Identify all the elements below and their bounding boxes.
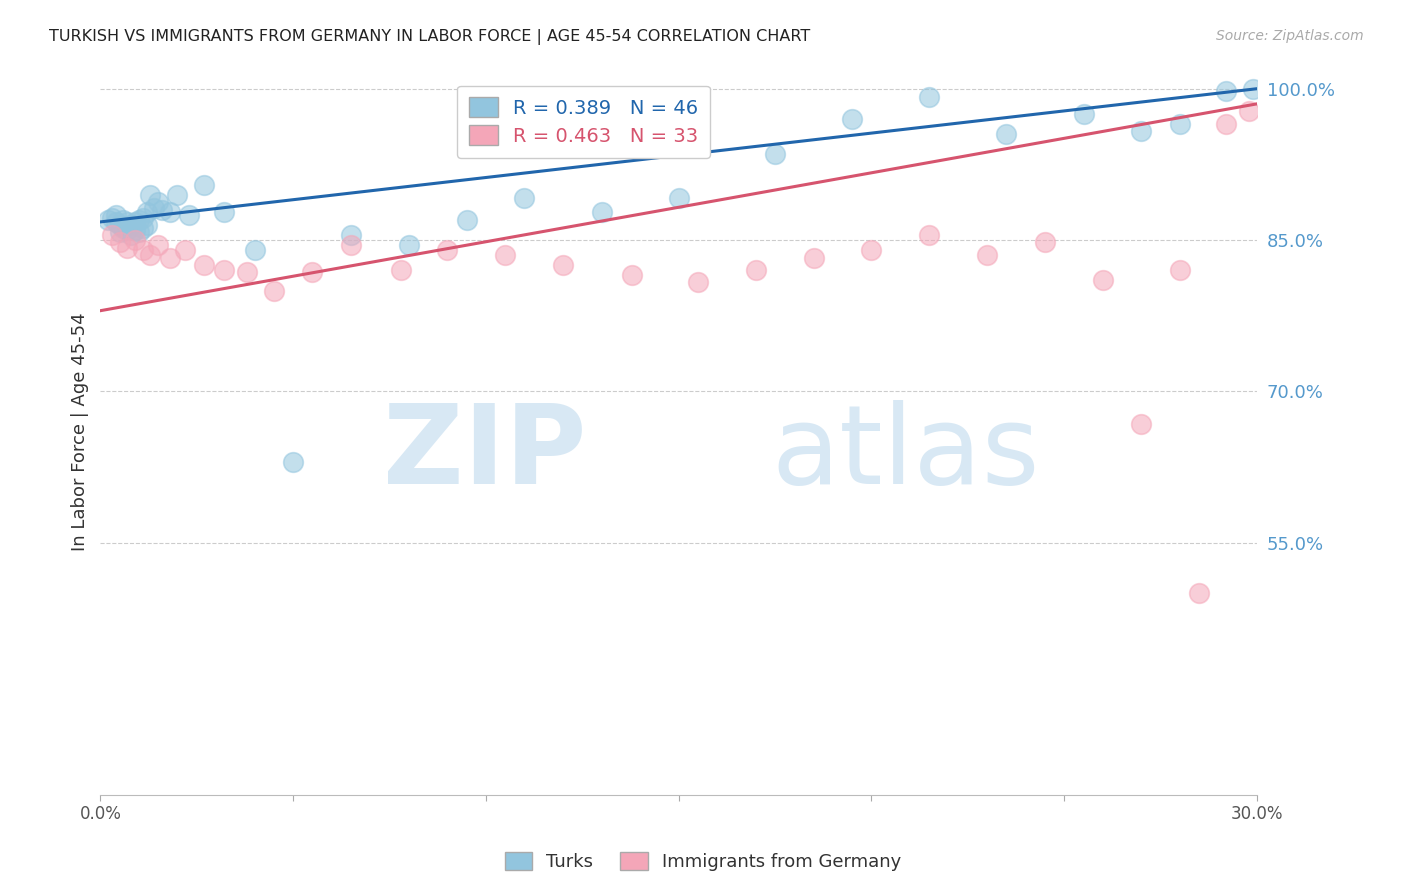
Point (263, 284, 285, 298)
Point (101, 211, 124, 225)
Point (551, 258, 574, 272)
Point (104, 215, 127, 229)
Point (120, 218, 142, 232)
Point (108, 218, 131, 232)
Legend: R = 0.389   N = 46, R = 0.463   N = 33: R = 0.389 N = 46, R = 0.463 N = 33 (457, 86, 710, 158)
Point (1168, 117, 1191, 131)
Point (143, 201, 166, 215)
Point (1033, 235, 1056, 249)
Point (236, 265, 259, 279)
Point (436, 243, 458, 257)
Point (139, 187, 162, 202)
Point (340, 238, 363, 252)
Text: TURKISH VS IMMIGRANTS FROM GERMANY IN LABOR FORCE | AGE 45-54 CORRELATION CHART: TURKISH VS IMMIGRANTS FROM GERMANY IN LA… (49, 29, 810, 45)
Point (193, 258, 215, 272)
Point (139, 248, 162, 262)
Point (1241, 81, 1264, 95)
Point (148, 238, 170, 252)
Point (177, 208, 200, 222)
Point (132, 243, 155, 257)
Point (513, 191, 536, 205)
Point (1130, 417, 1153, 431)
Point (860, 243, 883, 257)
Point (1188, 586, 1211, 600)
Point (108, 225, 131, 239)
Point (150, 202, 173, 217)
Point (104, 208, 127, 222)
Point (117, 215, 139, 229)
Point (135, 218, 157, 232)
Point (976, 248, 998, 262)
Point (918, 227, 941, 242)
Point (243, 243, 266, 257)
Point (124, 215, 146, 229)
Point (281, 455, 304, 469)
Point (148, 194, 170, 209)
Point (132, 221, 155, 235)
Point (128, 225, 150, 239)
Text: Source: ZipAtlas.com: Source: ZipAtlas.com (1216, 29, 1364, 43)
Point (212, 263, 235, 277)
Text: ZIP: ZIP (382, 401, 586, 507)
Point (918, 89, 941, 103)
Point (117, 223, 139, 237)
Point (686, 276, 709, 290)
Point (135, 204, 157, 219)
Point (389, 263, 412, 277)
Point (1130, 124, 1153, 138)
Text: atlas: atlas (772, 401, 1039, 507)
Point (193, 178, 215, 192)
Point (1239, 103, 1261, 118)
Point (1215, 84, 1237, 98)
Point (174, 243, 197, 257)
Point (995, 127, 1018, 141)
Point (101, 227, 124, 242)
Point (97, 213, 120, 227)
Point (1073, 107, 1095, 121)
Point (841, 112, 863, 126)
Point (128, 213, 150, 227)
Point (803, 251, 825, 265)
Point (120, 227, 142, 242)
Y-axis label: In Labor Force | Age 45-54: In Labor Force | Age 45-54 (72, 312, 89, 551)
Point (212, 204, 235, 219)
Point (1215, 117, 1237, 131)
Point (1168, 263, 1191, 277)
Point (166, 187, 188, 202)
Point (112, 221, 135, 235)
Point (621, 268, 644, 283)
Legend: Turks, Immigrants from Germany: Turks, Immigrants from Germany (498, 845, 908, 879)
Point (668, 191, 690, 205)
Point (108, 235, 131, 249)
Point (117, 241, 139, 255)
Point (398, 238, 420, 252)
Point (591, 204, 613, 219)
Point (763, 147, 786, 161)
Point (124, 233, 146, 247)
Point (124, 223, 146, 237)
Point (159, 204, 181, 219)
Point (456, 213, 478, 227)
Point (132, 211, 155, 225)
Point (159, 251, 181, 265)
Point (494, 248, 516, 262)
Point (1091, 273, 1114, 287)
Point (745, 263, 768, 277)
Point (340, 227, 363, 242)
Point (112, 213, 135, 227)
Point (301, 265, 323, 279)
